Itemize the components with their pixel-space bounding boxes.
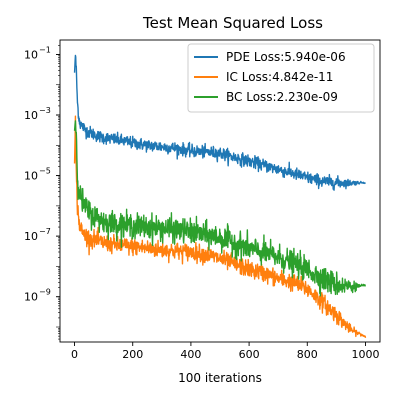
- x-tick-label: 200: [122, 348, 143, 361]
- x-tick-label: 600: [239, 348, 260, 361]
- x-tick-label: 400: [180, 348, 201, 361]
- legend: PDE Loss:5.940e-06 IC Loss:4.842e-11 BC Lo…: [187, 43, 375, 113]
- y-tick-label: 10: [24, 48, 38, 61]
- axes-frame: [59, 39, 381, 343]
- y-tick-label: 10: [24, 170, 38, 183]
- y-tick-label: 10: [24, 230, 38, 243]
- y-tick-exponent: −7: [39, 227, 51, 236]
- y-tick-exponent: −1: [39, 45, 51, 54]
- legend-label-1: IC Loss:4.842e-11: [226, 70, 333, 84]
- x-axis-label: 100 iterations: [178, 371, 262, 385]
- series-line-0: [73, 54, 366, 191]
- y-tick-label: 10: [24, 109, 38, 122]
- series-line-1: [73, 115, 367, 338]
- chart-title: Test Mean Squared Loss: [142, 14, 323, 32]
- y-tick-exponent: −3: [39, 106, 51, 115]
- x-tick-label: 0: [71, 348, 78, 361]
- y-tick-exponent: −9: [39, 288, 51, 297]
- series-line-2: [73, 120, 367, 297]
- x-tick-label: 1000: [351, 348, 379, 361]
- legend-label-2: BC Loss:2.230e-09: [226, 90, 338, 104]
- legend-box: [187, 43, 375, 113]
- y-tick-label: 10: [24, 291, 38, 304]
- x-tick-label: 800: [297, 348, 318, 361]
- y-tick-exponent: −5: [39, 167, 51, 176]
- legend-label-0: PDE Loss:5.940e-06: [226, 50, 346, 64]
